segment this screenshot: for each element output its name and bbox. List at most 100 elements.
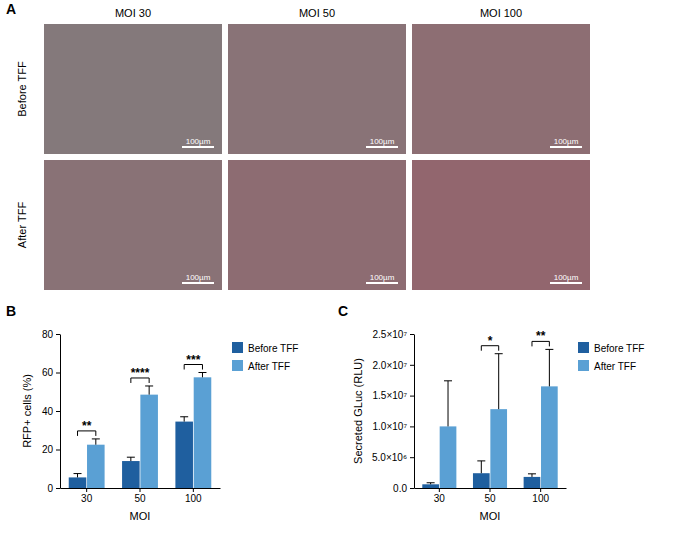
image-background xyxy=(412,24,590,154)
error-bar-stem xyxy=(202,373,203,378)
bar xyxy=(122,461,140,488)
tick-label: 60 xyxy=(42,367,54,378)
scale-bar-label: 100µm xyxy=(186,137,211,146)
image-tint xyxy=(228,160,406,290)
x-axis: 3050100 xyxy=(415,488,567,504)
tick-mark xyxy=(540,488,541,492)
tick-label: 2.0×10⁷ xyxy=(373,360,408,371)
tick-mark xyxy=(56,334,60,335)
image-background xyxy=(44,160,222,290)
error-bar xyxy=(477,461,485,473)
error-bar-cap xyxy=(145,385,153,386)
x-tick: 100 xyxy=(185,488,202,504)
error-bar-cap xyxy=(92,438,100,439)
error-bar-cap xyxy=(74,473,82,474)
error-bar xyxy=(495,354,503,409)
column-header: MOI 100 xyxy=(480,7,522,19)
error-bar xyxy=(180,417,188,422)
annotations: ********* xyxy=(78,353,203,436)
significance-label: *** xyxy=(186,353,200,367)
image-tint xyxy=(412,160,590,290)
panel-letter: C xyxy=(338,303,348,319)
tick-mark xyxy=(439,488,440,492)
error-bar-cap xyxy=(198,372,206,373)
row-header: After TFF xyxy=(16,202,28,249)
tick-label: 1.5×10⁷ xyxy=(373,390,408,401)
image-tint xyxy=(44,160,222,290)
tick-mark xyxy=(410,426,414,427)
figure: A MOI 30 MOI 50 MOI 100 Before TFF 100µm 100µm… xyxy=(0,0,673,538)
error-bar-stem xyxy=(481,461,482,473)
y-axis-title: Secreted GLuc (RLU) xyxy=(352,358,364,464)
axis-line xyxy=(414,335,415,489)
significance-label: **** xyxy=(131,366,150,380)
y-tick: 0.0 xyxy=(393,483,414,494)
error-bar xyxy=(92,439,100,445)
legend-label: After TFF xyxy=(248,361,290,372)
legend-swatch xyxy=(232,360,243,371)
plot-area xyxy=(422,349,557,488)
x-tick: 30 xyxy=(434,488,446,504)
image-tint xyxy=(228,24,406,154)
error-bar xyxy=(427,483,435,485)
tick-label: 30 xyxy=(81,493,93,504)
legend-swatch xyxy=(578,360,589,371)
y-tick: 80 xyxy=(42,329,60,340)
tick-mark xyxy=(193,488,194,492)
tick-label: 40 xyxy=(42,406,54,417)
tick-mark xyxy=(410,396,414,397)
bar xyxy=(87,445,105,488)
y-axis: 020406080 xyxy=(42,329,61,494)
error-bar xyxy=(74,474,82,478)
error-bar xyxy=(528,474,536,477)
y-axis-title: RFP+ cells (%) xyxy=(21,374,33,448)
bar xyxy=(440,426,457,488)
significance-label: ** xyxy=(536,329,546,343)
legend-label: Before TFF xyxy=(248,343,298,354)
bar xyxy=(422,484,439,488)
error-bar xyxy=(444,381,452,427)
legend-label: After TFF xyxy=(594,361,636,372)
scale-bar-label: 100µm xyxy=(370,273,395,282)
image-tile: 100µm xyxy=(412,24,590,154)
y-tick: 40 xyxy=(42,406,60,417)
tick-mark xyxy=(56,411,60,412)
annotations: *** xyxy=(481,329,549,350)
row-header: Before TFF xyxy=(16,61,28,117)
tick-mark xyxy=(56,488,60,489)
error-bar-stem xyxy=(149,386,150,395)
error-bar-stem xyxy=(77,474,78,478)
legend-label: Before TFF xyxy=(594,343,644,354)
column-header: MOI 50 xyxy=(299,7,335,19)
image-tile: 100µm xyxy=(44,24,222,154)
tick-label: 5.0×10⁶ xyxy=(372,452,407,463)
image-background xyxy=(44,24,222,154)
bar xyxy=(140,395,158,488)
x-axis-title: MOI xyxy=(480,510,501,522)
scale-bar-label: 100µm xyxy=(554,137,579,146)
legend: Before TFF After TFF xyxy=(578,342,644,372)
scale-bar xyxy=(366,282,398,284)
scale-bar-label: 100µm xyxy=(186,273,211,282)
panel-letter: A xyxy=(6,1,16,17)
error-bar-stem xyxy=(549,349,550,386)
significance-label: * xyxy=(488,334,493,348)
image-tint xyxy=(412,24,590,154)
image-tile: 100µm xyxy=(228,160,406,290)
bar xyxy=(490,409,507,488)
scale-bar xyxy=(182,282,214,284)
scale-bar xyxy=(366,146,398,148)
column-header: MOI 30 xyxy=(115,7,151,19)
bar xyxy=(541,386,558,488)
y-tick: 1.5×10⁷ xyxy=(373,390,414,401)
y-tick: 5.0×10⁶ xyxy=(372,452,414,463)
bar xyxy=(524,477,541,488)
x-tick: 100 xyxy=(532,488,549,504)
plot-area xyxy=(69,373,212,489)
image-tint xyxy=(44,24,222,154)
bar xyxy=(473,473,490,488)
tick-mark xyxy=(410,488,414,489)
image-background xyxy=(412,160,590,290)
image-tile: 100µm xyxy=(412,160,590,290)
legend: Before TFF After TFF xyxy=(232,342,298,372)
